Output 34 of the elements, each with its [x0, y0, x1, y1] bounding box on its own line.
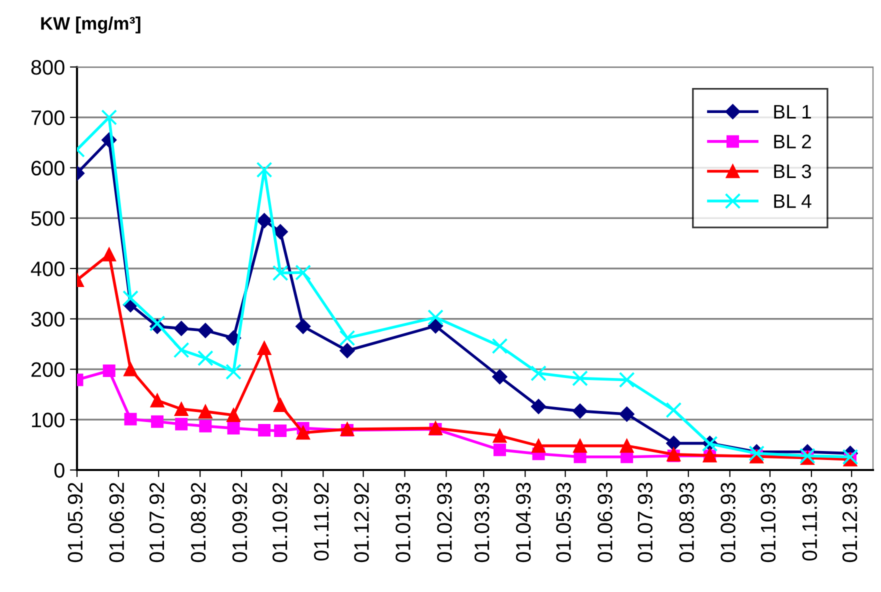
legend-label: BL 3 — [774, 164, 812, 178]
y-tick-label: 400 — [30, 262, 64, 276]
x-tick-label: 01.08.93 — [679, 482, 694, 562]
x-tick-label: 01.06.92 — [109, 482, 124, 562]
x-tick-label: 01.08.92 — [190, 482, 206, 562]
x-tick-label: 01.01.93 — [396, 482, 410, 562]
x-tick-label: 01.09.92 — [232, 482, 248, 562]
y-tick-label: 200 — [31, 362, 64, 378]
y-tick-label: 0 — [54, 463, 64, 478]
x-tick-label: 01.12.93 — [842, 482, 858, 562]
y-tick-label: 500 — [31, 211, 64, 226]
x-tick-label: 01.11.93 — [802, 482, 818, 561]
x-tick-label: 01.12.92 — [354, 482, 369, 562]
y-axis-title: KW [mg/m³] — [41, 16, 140, 34]
y-tick-label: 100 — [32, 412, 64, 428]
x-tick-label: 01.07.93 — [638, 482, 652, 562]
x-tick-label: 01.04.93 — [516, 482, 531, 562]
legend-label: BL 2 — [774, 134, 811, 148]
legend-label: BL 1 — [774, 105, 811, 118]
y-tick-label: 600 — [31, 160, 64, 176]
y-tick-label: 800 — [31, 60, 64, 75]
x-tick-label: 01.09.93 — [720, 482, 736, 562]
x-tick-label: 01.10.92 — [272, 482, 288, 562]
legend-label: BL 4 — [774, 194, 812, 208]
x-tick-label: 01.05.93 — [556, 482, 571, 562]
x-tick-label: 01.02.93 — [437, 482, 452, 562]
x-tick-label: 01.05.92 — [68, 482, 83, 562]
x-tick-label: 01.11.92 — [314, 482, 329, 561]
x-tick-label: 01.10.93 — [760, 482, 776, 562]
x-tick-label: 01.06.93 — [598, 482, 612, 562]
y-tick-label: 700 — [32, 110, 64, 126]
x-tick-label: 01.03.93 — [474, 482, 490, 562]
y-tick-label: 300 — [31, 312, 64, 327]
x-tick-label: 01.07.92 — [149, 482, 164, 562]
